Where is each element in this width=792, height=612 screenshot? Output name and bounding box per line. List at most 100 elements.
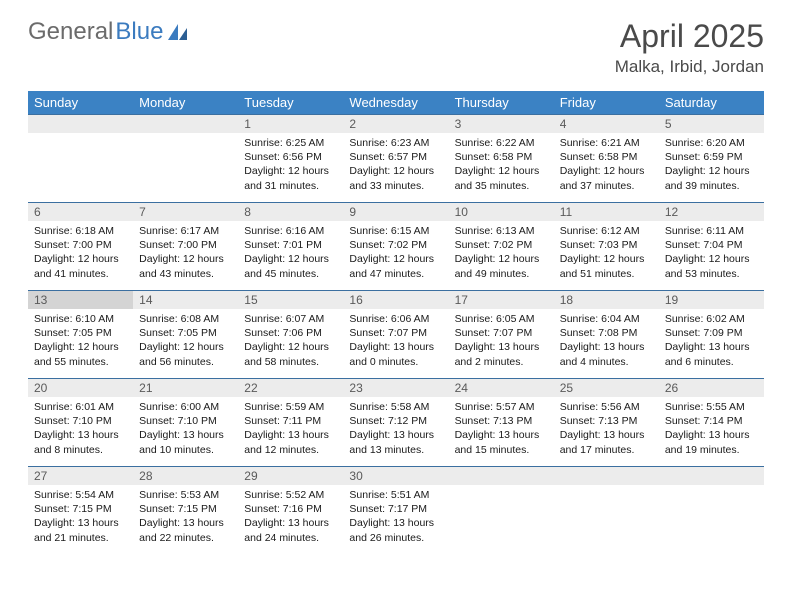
day-details: Sunrise: 6:02 AMSunset: 7:09 PMDaylight:… [659,309,764,373]
day-number: 6 [28,203,133,221]
weekday-header: Tuesday [238,91,343,115]
calendar-head: SundayMondayTuesdayWednesdayThursdayFrid… [28,91,764,115]
day-cell: 13Sunrise: 6:10 AMSunset: 7:05 PMDayligh… [28,291,133,379]
day-number: 1 [238,115,343,133]
day-number: 9 [343,203,448,221]
day-cell: 21Sunrise: 6:00 AMSunset: 7:10 PMDayligh… [133,379,238,467]
day-number: 22 [238,379,343,397]
day-details: Sunrise: 6:23 AMSunset: 6:57 PMDaylight:… [343,133,448,197]
day-details: Sunrise: 5:54 AMSunset: 7:15 PMDaylight:… [28,485,133,549]
day-cell [28,115,133,203]
day-number: 26 [659,379,764,397]
day-cell: 15Sunrise: 6:07 AMSunset: 7:06 PMDayligh… [238,291,343,379]
weekday-header: Thursday [449,91,554,115]
day-number: 13 [28,291,133,309]
week-row: 20Sunrise: 6:01 AMSunset: 7:10 PMDayligh… [28,379,764,467]
page-title: April 2025 [615,18,764,55]
day-details: Sunrise: 6:12 AMSunset: 7:03 PMDaylight:… [554,221,659,285]
day-cell: 24Sunrise: 5:57 AMSunset: 7:13 PMDayligh… [449,379,554,467]
weekday-header: Saturday [659,91,764,115]
day-details: Sunrise: 6:22 AMSunset: 6:58 PMDaylight:… [449,133,554,197]
day-cell: 6Sunrise: 6:18 AMSunset: 7:00 PMDaylight… [28,203,133,291]
day-cell: 2Sunrise: 6:23 AMSunset: 6:57 PMDaylight… [343,115,448,203]
day-details: Sunrise: 6:05 AMSunset: 7:07 PMDaylight:… [449,309,554,373]
day-number: 8 [238,203,343,221]
day-cell [659,467,764,555]
day-details: Sunrise: 6:20 AMSunset: 6:59 PMDaylight:… [659,133,764,197]
weekday-header: Sunday [28,91,133,115]
day-number: 15 [238,291,343,309]
day-cell: 5Sunrise: 6:20 AMSunset: 6:59 PMDaylight… [659,115,764,203]
day-cell [554,467,659,555]
day-number: 28 [133,467,238,485]
day-number-empty [554,467,659,485]
day-cell: 30Sunrise: 5:51 AMSunset: 7:17 PMDayligh… [343,467,448,555]
weekday-header: Monday [133,91,238,115]
day-details: Sunrise: 5:51 AMSunset: 7:17 PMDaylight:… [343,485,448,549]
day-number: 25 [554,379,659,397]
weekday-header: Friday [554,91,659,115]
week-row: 27Sunrise: 5:54 AMSunset: 7:15 PMDayligh… [28,467,764,555]
day-number: 23 [343,379,448,397]
day-number: 24 [449,379,554,397]
day-cell: 29Sunrise: 5:52 AMSunset: 7:16 PMDayligh… [238,467,343,555]
day-number: 27 [28,467,133,485]
day-cell: 18Sunrise: 6:04 AMSunset: 7:08 PMDayligh… [554,291,659,379]
logo-text-blue: Blue [115,18,163,46]
day-number-empty [28,115,133,133]
day-details: Sunrise: 5:59 AMSunset: 7:11 PMDaylight:… [238,397,343,461]
day-cell [133,115,238,203]
day-number: 21 [133,379,238,397]
day-cell [449,467,554,555]
day-details: Sunrise: 5:52 AMSunset: 7:16 PMDaylight:… [238,485,343,549]
day-cell: 20Sunrise: 6:01 AMSunset: 7:10 PMDayligh… [28,379,133,467]
title-block: April 2025 Malka, Irbid, Jordan [615,18,764,77]
day-number: 29 [238,467,343,485]
day-number: 18 [554,291,659,309]
day-details: Sunrise: 6:25 AMSunset: 6:56 PMDaylight:… [238,133,343,197]
day-cell: 19Sunrise: 6:02 AMSunset: 7:09 PMDayligh… [659,291,764,379]
day-number: 16 [343,291,448,309]
day-details: Sunrise: 6:10 AMSunset: 7:05 PMDaylight:… [28,309,133,373]
logo: GeneralBlue [28,18,189,46]
day-details: Sunrise: 6:06 AMSunset: 7:07 PMDaylight:… [343,309,448,373]
logo-text-gray: General [28,18,113,46]
day-number: 19 [659,291,764,309]
week-row: 1Sunrise: 6:25 AMSunset: 6:56 PMDaylight… [28,115,764,203]
day-number: 14 [133,291,238,309]
page-subtitle: Malka, Irbid, Jordan [615,57,764,77]
day-details: Sunrise: 5:55 AMSunset: 7:14 PMDaylight:… [659,397,764,461]
day-cell: 26Sunrise: 5:55 AMSunset: 7:14 PMDayligh… [659,379,764,467]
day-number-empty [659,467,764,485]
day-number: 17 [449,291,554,309]
day-number: 4 [554,115,659,133]
week-row: 6Sunrise: 6:18 AMSunset: 7:00 PMDaylight… [28,203,764,291]
day-number: 2 [343,115,448,133]
day-cell: 28Sunrise: 5:53 AMSunset: 7:15 PMDayligh… [133,467,238,555]
day-details: Sunrise: 6:16 AMSunset: 7:01 PMDaylight:… [238,221,343,285]
day-cell: 7Sunrise: 6:17 AMSunset: 7:00 PMDaylight… [133,203,238,291]
day-number: 3 [449,115,554,133]
day-details: Sunrise: 6:07 AMSunset: 7:06 PMDaylight:… [238,309,343,373]
day-cell: 8Sunrise: 6:16 AMSunset: 7:01 PMDaylight… [238,203,343,291]
day-details: Sunrise: 6:13 AMSunset: 7:02 PMDaylight:… [449,221,554,285]
week-row: 13Sunrise: 6:10 AMSunset: 7:05 PMDayligh… [28,291,764,379]
day-cell: 3Sunrise: 6:22 AMSunset: 6:58 PMDaylight… [449,115,554,203]
day-details: Sunrise: 5:56 AMSunset: 7:13 PMDaylight:… [554,397,659,461]
day-details: Sunrise: 6:21 AMSunset: 6:58 PMDaylight:… [554,133,659,197]
day-details: Sunrise: 5:53 AMSunset: 7:15 PMDaylight:… [133,485,238,549]
day-number: 5 [659,115,764,133]
day-details: Sunrise: 6:17 AMSunset: 7:00 PMDaylight:… [133,221,238,285]
day-number-empty [449,467,554,485]
day-details: Sunrise: 5:58 AMSunset: 7:12 PMDaylight:… [343,397,448,461]
day-cell: 4Sunrise: 6:21 AMSunset: 6:58 PMDaylight… [554,115,659,203]
day-number: 11 [554,203,659,221]
day-cell: 16Sunrise: 6:06 AMSunset: 7:07 PMDayligh… [343,291,448,379]
calendar-table: SundayMondayTuesdayWednesdayThursdayFrid… [28,91,764,555]
day-number: 12 [659,203,764,221]
day-cell: 17Sunrise: 6:05 AMSunset: 7:07 PMDayligh… [449,291,554,379]
day-details: Sunrise: 5:57 AMSunset: 7:13 PMDaylight:… [449,397,554,461]
day-details: Sunrise: 6:01 AMSunset: 7:10 PMDaylight:… [28,397,133,461]
day-details: Sunrise: 6:04 AMSunset: 7:08 PMDaylight:… [554,309,659,373]
day-details: Sunrise: 6:00 AMSunset: 7:10 PMDaylight:… [133,397,238,461]
